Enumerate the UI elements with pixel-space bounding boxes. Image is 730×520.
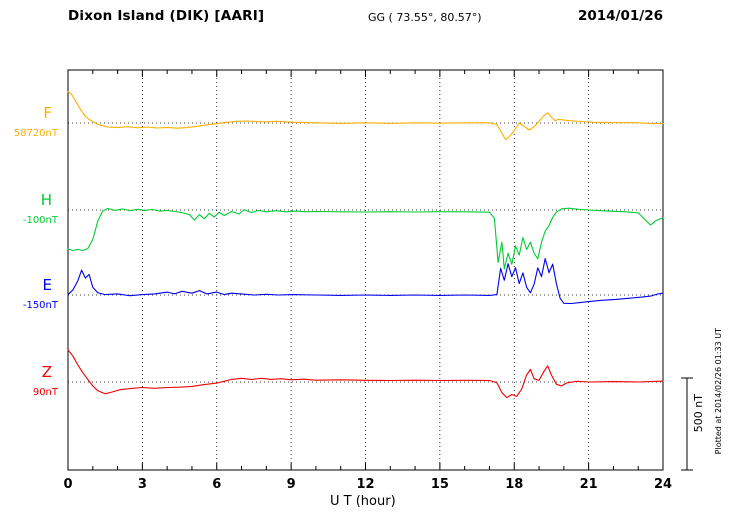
- series-baseline-e: -150nT: [22, 300, 58, 311]
- station-title: Dixon Island (DIK) [AARI]: [68, 8, 265, 24]
- x-axis-label: U T (hour): [330, 494, 396, 509]
- svg-text:12: 12: [356, 477, 374, 492]
- series-label-z: Z: [41, 363, 52, 381]
- series-label-e: E: [42, 276, 52, 294]
- svg-text:24: 24: [654, 477, 672, 492]
- svg-text:3: 3: [138, 477, 147, 492]
- series-baseline-f: 58720nT: [13, 128, 58, 139]
- svg-text:6: 6: [212, 477, 221, 492]
- series-baseline-h: -100nT: [22, 215, 58, 226]
- plot-date: 2014/01/26: [577, 8, 663, 24]
- svg-text:18: 18: [505, 477, 523, 492]
- svg-text:15: 15: [431, 477, 449, 492]
- scale-bar-label: 500 nT: [692, 394, 705, 433]
- geo-coordinates: GG ( 73.55°, 80.57°): [368, 11, 482, 24]
- plotted-at-note: Plotted at 2014/02/26 01:33 UT: [714, 328, 723, 455]
- svg-text:9: 9: [287, 477, 296, 492]
- svg-text:21: 21: [580, 477, 598, 492]
- series-baseline-z: 90nT: [32, 387, 58, 398]
- series-label-f: F: [43, 104, 52, 122]
- series-label-h: H: [40, 191, 52, 209]
- svg-text:0: 0: [63, 477, 72, 492]
